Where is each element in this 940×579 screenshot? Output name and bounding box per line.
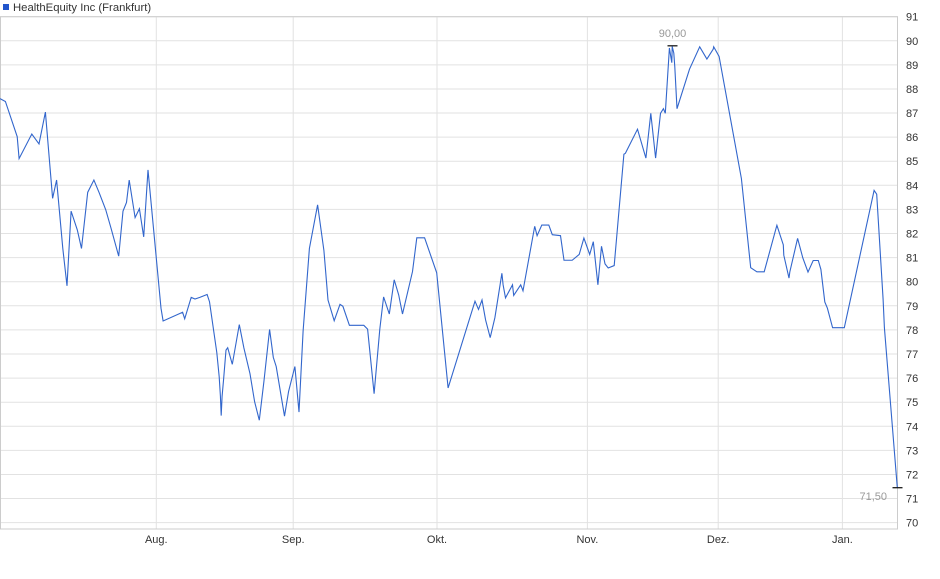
- svg-text:Jan.: Jan.: [832, 534, 853, 546]
- svg-text:82: 82: [906, 229, 918, 241]
- svg-text:87: 87: [906, 108, 918, 120]
- svg-text:Nov.: Nov.: [576, 534, 598, 546]
- svg-text:71,50: 71,50: [859, 491, 887, 503]
- svg-text:89: 89: [906, 60, 918, 72]
- svg-text:74: 74: [906, 421, 918, 433]
- svg-text:71: 71: [906, 494, 918, 506]
- svg-text:70: 70: [906, 518, 918, 530]
- svg-text:80: 80: [906, 277, 918, 289]
- svg-text:91: 91: [906, 12, 918, 24]
- svg-text:75: 75: [906, 397, 918, 409]
- svg-text:84: 84: [906, 180, 918, 192]
- svg-text:81: 81: [906, 253, 918, 265]
- svg-text:72: 72: [906, 470, 918, 482]
- svg-text:Dez.: Dez.: [707, 534, 730, 546]
- svg-text:86: 86: [906, 132, 918, 144]
- svg-text:Sep.: Sep.: [282, 534, 305, 546]
- svg-text:90,00: 90,00: [659, 28, 687, 40]
- svg-text:Aug.: Aug.: [145, 534, 168, 546]
- svg-text:90: 90: [906, 36, 918, 48]
- svg-text:85: 85: [906, 156, 918, 168]
- svg-text:77: 77: [906, 349, 918, 361]
- svg-text:88: 88: [906, 84, 918, 96]
- svg-text:79: 79: [906, 301, 918, 313]
- svg-text:83: 83: [906, 204, 918, 216]
- svg-text:73: 73: [906, 445, 918, 457]
- svg-text:76: 76: [906, 373, 918, 385]
- svg-text:78: 78: [906, 325, 918, 337]
- svg-text:Okt.: Okt.: [427, 534, 447, 546]
